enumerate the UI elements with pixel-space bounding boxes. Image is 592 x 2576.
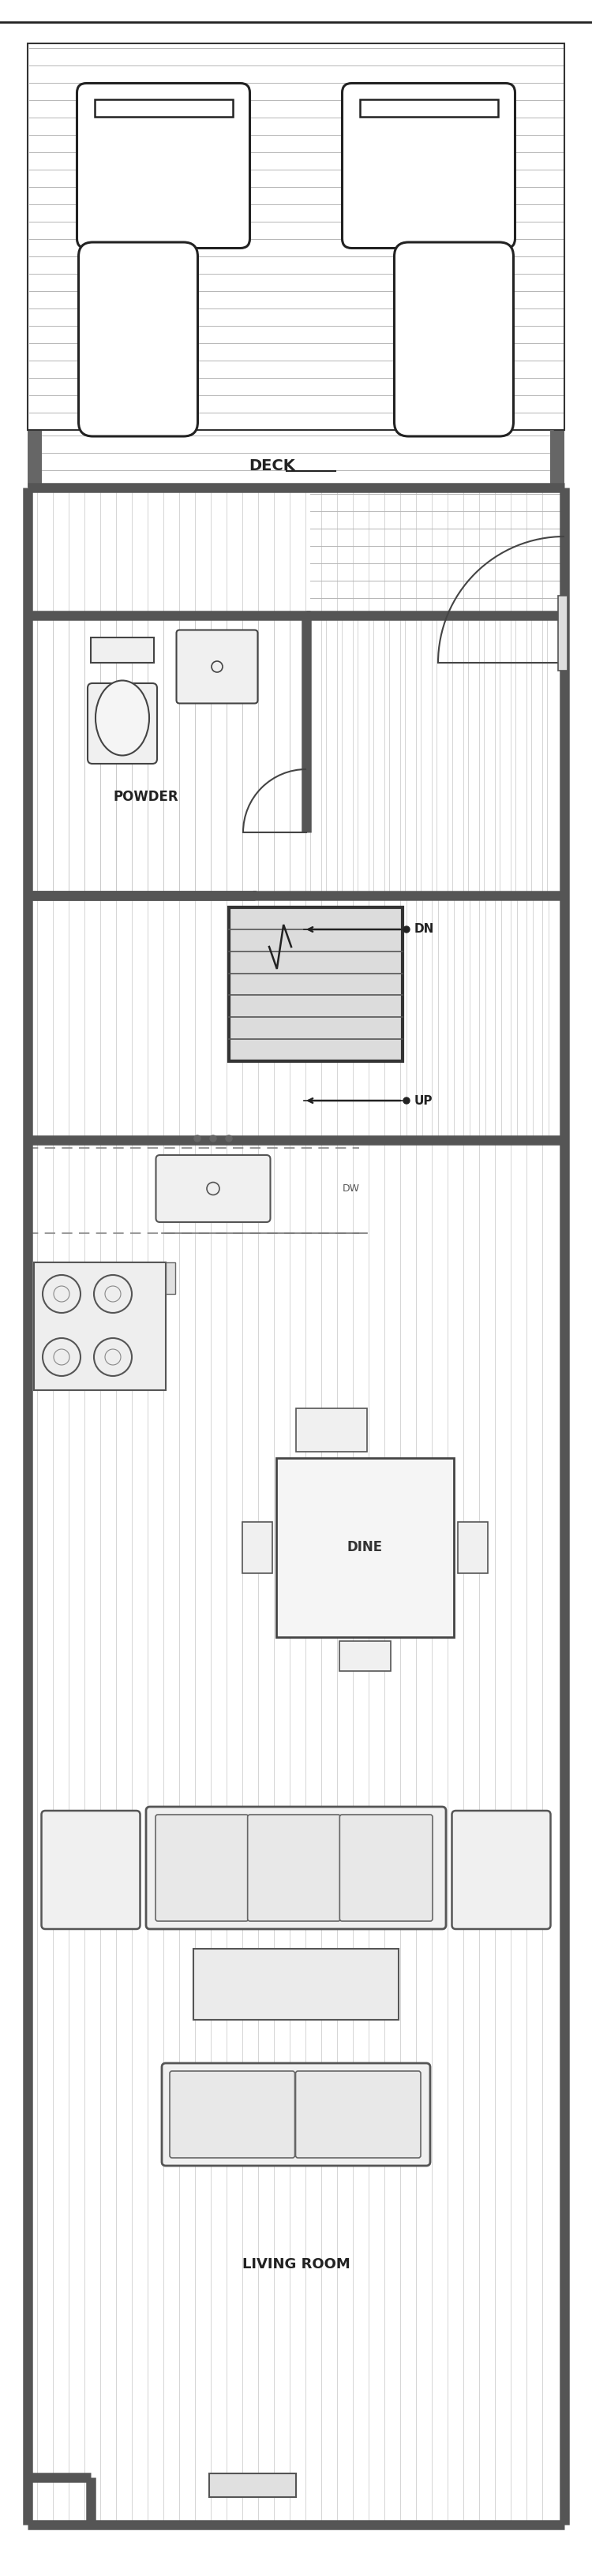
Bar bbox=[91, 636, 154, 662]
FancyBboxPatch shape bbox=[176, 631, 258, 703]
FancyBboxPatch shape bbox=[156, 1814, 249, 1922]
Bar bbox=[34, 1262, 166, 1391]
Bar bbox=[209, 2473, 296, 2496]
Bar bbox=[229, 907, 403, 1061]
Bar bbox=[94, 98, 233, 116]
FancyBboxPatch shape bbox=[156, 1154, 271, 1221]
FancyBboxPatch shape bbox=[247, 1814, 340, 1922]
Text: DW: DW bbox=[343, 1182, 360, 1193]
Bar bbox=[296, 1409, 367, 1453]
FancyBboxPatch shape bbox=[41, 1811, 140, 1929]
FancyBboxPatch shape bbox=[146, 1806, 446, 1929]
Text: DN: DN bbox=[414, 922, 435, 935]
FancyBboxPatch shape bbox=[394, 242, 513, 435]
Circle shape bbox=[210, 1136, 216, 1141]
FancyBboxPatch shape bbox=[77, 82, 250, 247]
Text: LIVING ROOM: LIVING ROOM bbox=[242, 2257, 350, 2272]
Text: UP: UP bbox=[414, 1095, 433, 1108]
FancyBboxPatch shape bbox=[342, 82, 515, 247]
Text: DINE: DINE bbox=[348, 1540, 383, 1556]
Text: POWDER: POWDER bbox=[114, 791, 179, 804]
FancyBboxPatch shape bbox=[295, 2071, 421, 2159]
Circle shape bbox=[403, 1097, 410, 1103]
FancyBboxPatch shape bbox=[340, 1814, 433, 1922]
Circle shape bbox=[194, 1136, 201, 1141]
FancyBboxPatch shape bbox=[170, 2071, 295, 2159]
Bar bbox=[242, 1522, 272, 1574]
FancyBboxPatch shape bbox=[162, 2063, 430, 2166]
Ellipse shape bbox=[95, 680, 149, 755]
Bar bbox=[339, 1641, 391, 1672]
Text: DECK: DECK bbox=[249, 459, 295, 474]
Bar bbox=[28, 44, 564, 430]
Bar bbox=[558, 595, 568, 670]
Bar bbox=[28, 430, 42, 487]
Circle shape bbox=[226, 1136, 232, 1141]
Bar bbox=[194, 1950, 398, 2020]
Bar bbox=[550, 430, 564, 487]
Bar bbox=[458, 1522, 488, 1574]
FancyBboxPatch shape bbox=[88, 683, 157, 762]
Bar bbox=[276, 1458, 454, 1638]
Bar bbox=[359, 98, 498, 116]
FancyBboxPatch shape bbox=[452, 1811, 551, 1929]
Circle shape bbox=[403, 927, 410, 933]
Bar bbox=[166, 1262, 175, 1293]
FancyBboxPatch shape bbox=[79, 242, 198, 435]
